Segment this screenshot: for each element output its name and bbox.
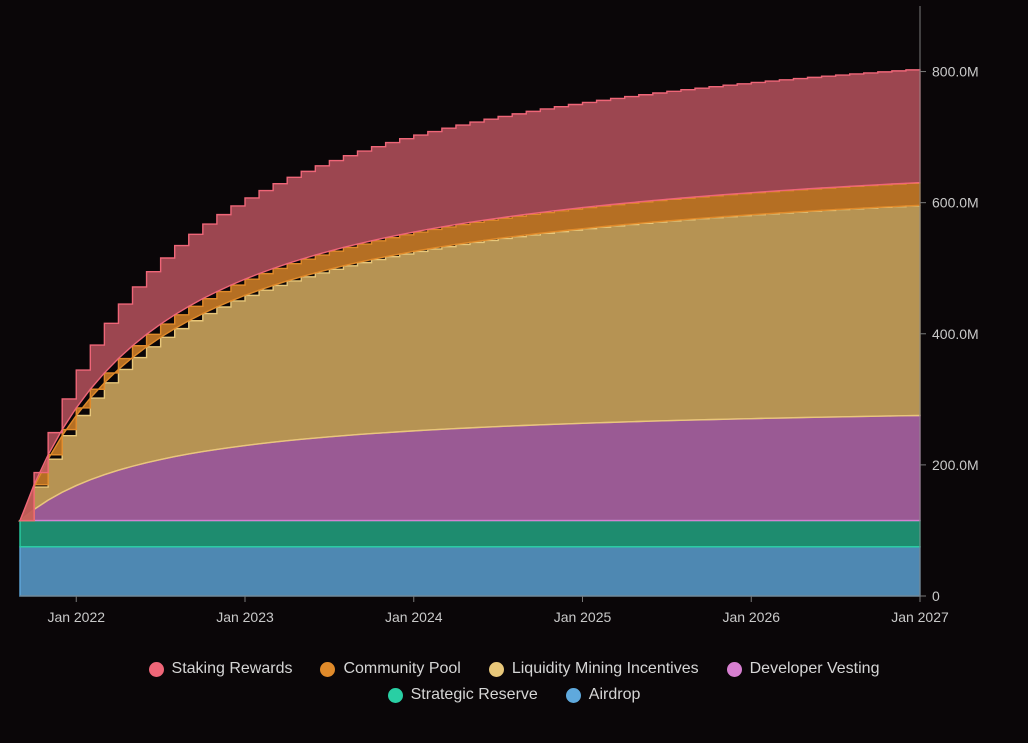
x-tick-label: Jan 2022 xyxy=(47,609,105,625)
x-tick-label: Jan 2023 xyxy=(216,609,274,625)
legend-swatch xyxy=(566,688,581,703)
legend-item-strategic-reserve[interactable]: Strategic Reserve xyxy=(388,686,538,704)
legend-item-developer-vesting[interactable]: Developer Vesting xyxy=(727,660,880,678)
legend-swatch xyxy=(388,688,403,703)
legend-label: Airdrop xyxy=(589,686,641,704)
area-airdrop xyxy=(20,547,920,596)
x-tick-label: Jan 2027 xyxy=(891,609,949,625)
x-tick-label: Jan 2026 xyxy=(722,609,780,625)
legend-swatch xyxy=(727,662,742,677)
legend: Staking Rewards Community Pool Liquidity M… xyxy=(0,656,1028,704)
legend-item-community-pool[interactable]: Community Pool xyxy=(320,660,460,678)
legend-item-liquidity-mining-incentives[interactable]: Liquidity Mining Incentives xyxy=(489,660,699,678)
legend-label: Developer Vesting xyxy=(750,660,880,678)
legend-swatch xyxy=(149,662,164,677)
legend-label: Strategic Reserve xyxy=(411,686,538,704)
y-tick-label: 200.0M xyxy=(932,457,979,473)
y-tick-label: 0 xyxy=(932,588,940,604)
area-strategic-reserve xyxy=(20,521,920,547)
legend-label: Liquidity Mining Incentives xyxy=(512,660,699,678)
x-tick-label: Jan 2025 xyxy=(554,609,612,625)
legend-item-staking-rewards[interactable]: Staking Rewards xyxy=(149,660,293,678)
legend-item-airdrop[interactable]: Airdrop xyxy=(566,686,641,704)
x-tick-label: Jan 2024 xyxy=(385,609,443,625)
legend-label: Community Pool xyxy=(343,660,460,678)
legend-swatch xyxy=(320,662,335,677)
legend-label: Staking Rewards xyxy=(172,660,293,678)
y-tick-label: 400.0M xyxy=(932,326,979,342)
legend-swatch xyxy=(489,662,504,677)
y-tick-label: 800.0M xyxy=(932,64,979,80)
y-tick-label: 600.0M xyxy=(932,195,979,211)
allocation-chart: 0 200.0M 400.0M 600.0M 800.0M Jan 2022 Jan 202… xyxy=(0,0,1028,656)
